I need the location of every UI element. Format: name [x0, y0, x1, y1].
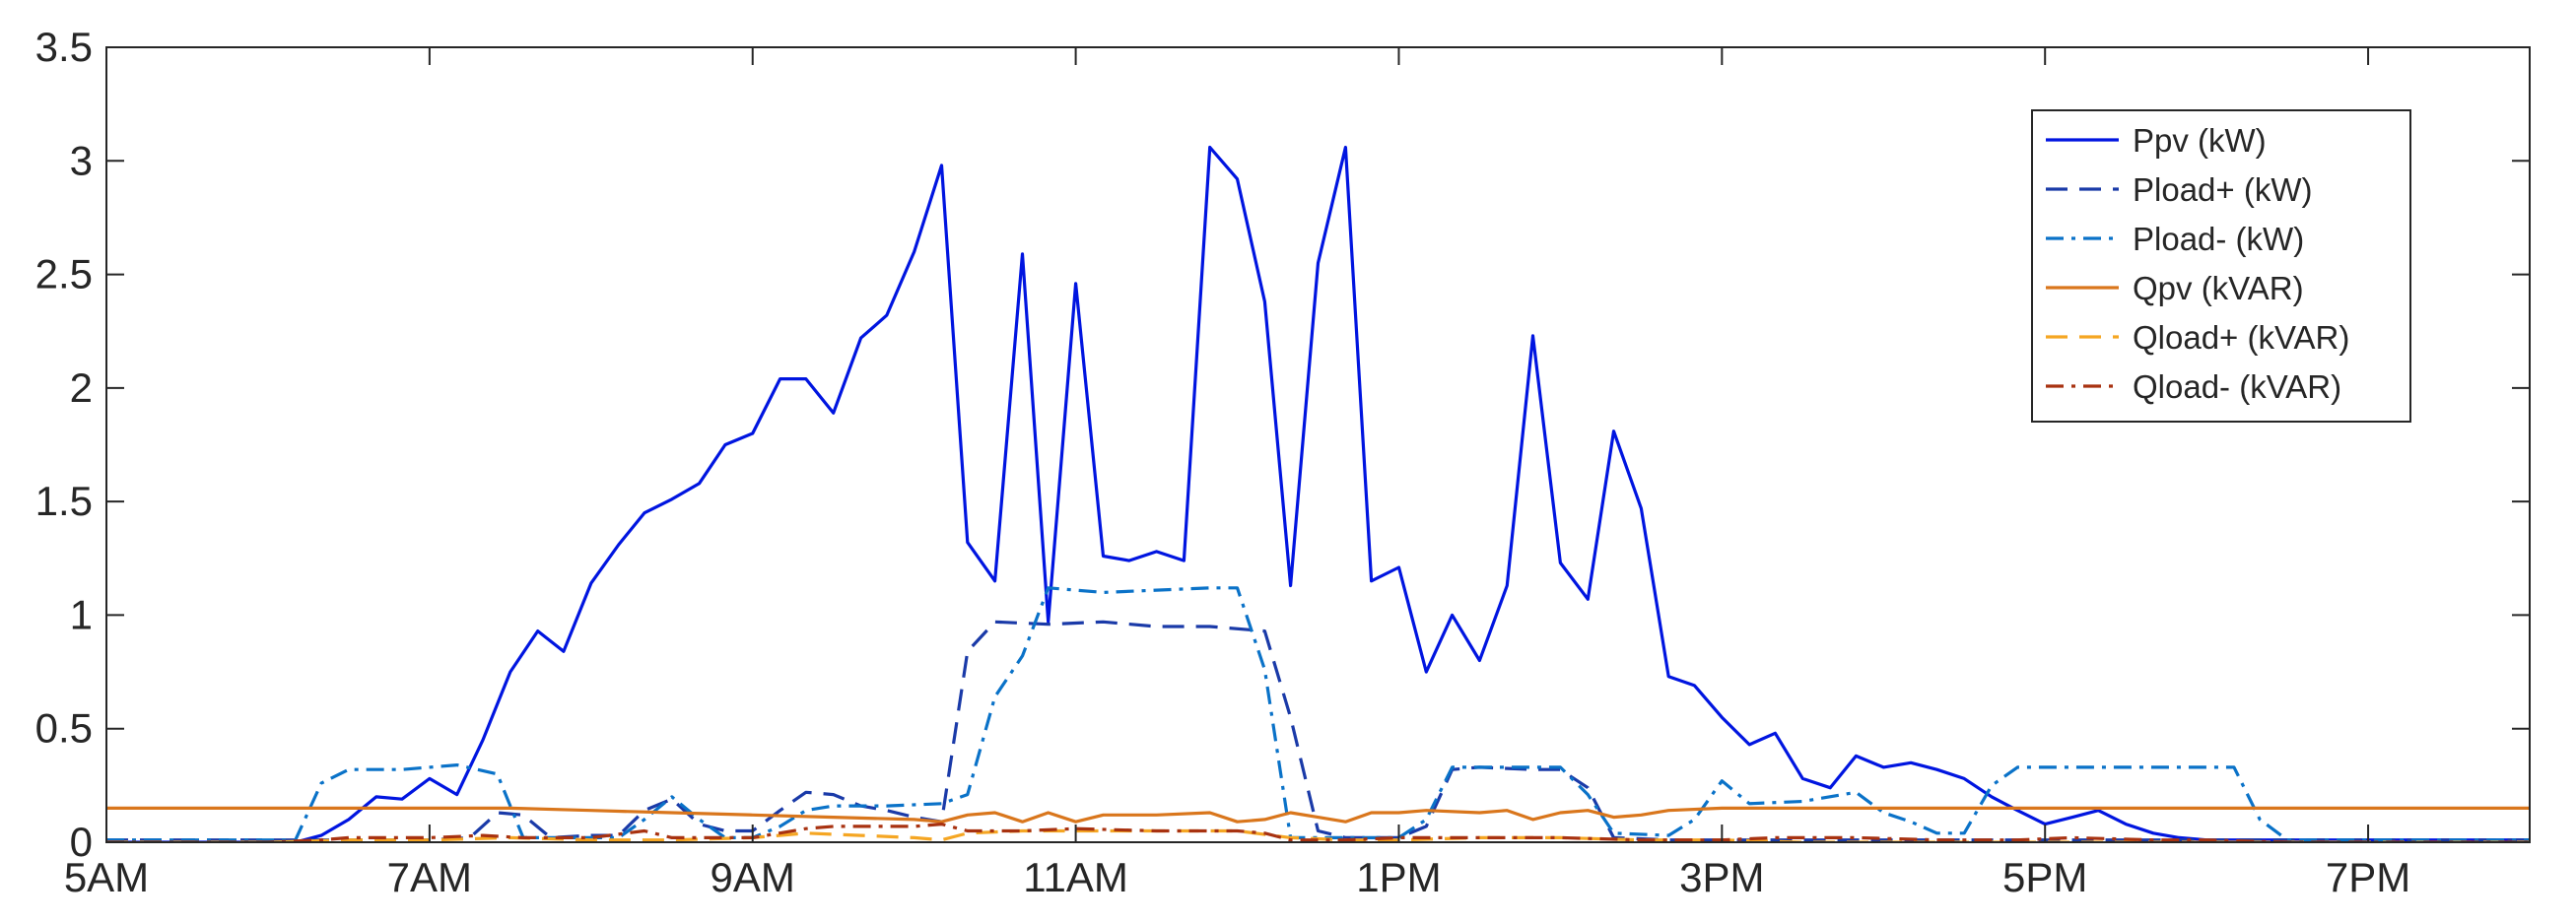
axes-layer: 5AM 7AM 9AM 11AM 1PM 3PM 5PM 7PM 0 0.5 1 1.5 2 2.5 3 3.… [35, 24, 2531, 900]
x-tick-label: 9AM [711, 854, 795, 900]
plot-frame [105, 46, 2531, 843]
series-line-4 [106, 806, 2530, 824]
legend-entry-label: Qload+ (kVAR) [2133, 319, 2349, 356]
legend-entry-label: Qpv (kVAR) [2133, 270, 2304, 306]
legend-entry-label: Qload- (kVAR) [2133, 368, 2341, 405]
series-line-6 [106, 823, 2530, 842]
legend-box [2031, 109, 2411, 423]
series-line-3 [106, 586, 2530, 842]
legend-entry-label: Pload+ (kW) [2133, 171, 2312, 208]
y-tick-label: 1 [70, 591, 93, 637]
y-tick-label: 0.5 [35, 705, 93, 752]
y-tick-label: 3.5 [35, 24, 93, 70]
y-tick-label: 2.5 [35, 251, 93, 297]
legend: Ppv (kW) Pload+ (kW) Pload- (kW) Qpv (kVAR)… [2031, 109, 2411, 423]
x-tick-label: 5AM [64, 854, 149, 900]
x-tick-label: 1PM [1356, 854, 1441, 900]
x-tick-label: 5PM [2002, 854, 2087, 900]
x-tick-label: 11AM [1023, 854, 1128, 900]
x-tick-label: 3PM [1679, 854, 1764, 900]
legend-entry-label: Ppv (kW) [2133, 122, 2267, 159]
y-tick-label: 0 [70, 819, 93, 865]
y-tick-label: 1.5 [35, 478, 93, 524]
series-layer [106, 145, 2530, 842]
series-line-1 [106, 145, 2530, 842]
x-tick-label: 7PM [2326, 854, 2410, 900]
y-tick-label: 3 [70, 137, 93, 183]
x-tick-label: 7AM [387, 854, 472, 900]
y-tick-label: 2 [70, 364, 93, 411]
legend-entry-label: Pload- (kW) [2133, 221, 2304, 257]
